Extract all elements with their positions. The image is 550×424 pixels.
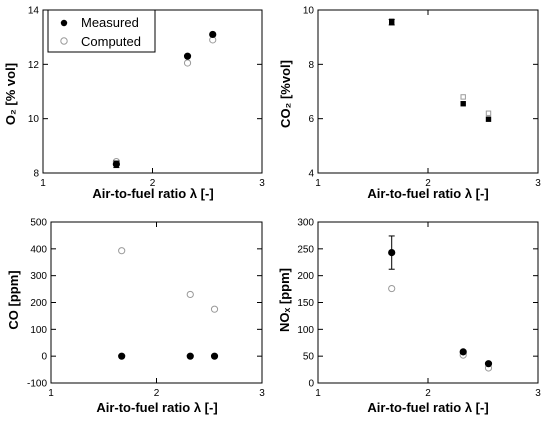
o2-xlabel: Air-to-fuel ratio λ [-] bbox=[92, 186, 213, 201]
co2-measured-point bbox=[460, 101, 466, 107]
nox-ylabel: NOₓ [ppm] bbox=[277, 268, 292, 332]
panel-nox: 1 2 3 0 50 100 150 200 250 300 bbox=[297, 218, 541, 400]
nox-y-tick-label: 100 bbox=[297, 325, 314, 336]
panel-co2: 1 2 3 4 6 8 10 bbox=[303, 6, 541, 190]
co-y-axis-title: CO [ppm] bbox=[6, 270, 21, 329]
co-computed-point bbox=[186, 290, 194, 299]
co-x-tick-label: 2 bbox=[154, 388, 160, 399]
co2-computed-point bbox=[485, 110, 492, 116]
co-y-tick-label: 500 bbox=[30, 218, 47, 229]
nox-plot-frame bbox=[317, 221, 539, 384]
o2-computed-point bbox=[183, 59, 192, 67]
legend-computed-label: Computed bbox=[81, 34, 141, 49]
co-measured-point bbox=[118, 352, 126, 360]
o2-measured-point bbox=[112, 160, 120, 168]
co2-y-tick-label: 6 bbox=[308, 114, 314, 125]
nox-computed-point bbox=[388, 284, 396, 293]
o2-x-tick-label: 2 bbox=[150, 178, 156, 189]
co2-y-tick-label: 8 bbox=[308, 60, 314, 71]
nox-x-tick-label: 1 bbox=[315, 388, 321, 399]
co2-x-tick-label: 1 bbox=[315, 178, 321, 189]
nox-y-axis-title: NOₓ [ppm] bbox=[277, 268, 292, 332]
nox-y-tick-label: 0 bbox=[308, 379, 314, 390]
co-xlabel: Air-to-fuel ratio λ [-] bbox=[96, 400, 217, 415]
nox-x-tick-label: 2 bbox=[425, 388, 431, 399]
co-ylabel: CO [ppm] bbox=[6, 270, 21, 329]
co-y-tick-label: 400 bbox=[30, 244, 47, 255]
o2-x-tick-label: 1 bbox=[40, 178, 46, 189]
nox-y-tick-label: 150 bbox=[297, 298, 314, 309]
legend: Measured Computed bbox=[47, 9, 156, 53]
co-y-tick-label: 200 bbox=[30, 298, 47, 309]
o2-y-tick-label: 10 bbox=[28, 114, 40, 125]
o2-y-tick-label: 12 bbox=[28, 60, 40, 71]
co2-measured-point bbox=[485, 116, 492, 122]
nox-measured-point bbox=[388, 248, 396, 257]
o2-measured-point bbox=[209, 30, 217, 39]
o2-y-tick-label: 8 bbox=[33, 169, 39, 180]
o2-y-axis-title: O₂ [% vol] bbox=[3, 63, 18, 125]
co2-x-tick-label: 2 bbox=[425, 178, 431, 189]
co-y-tick-label: 0 bbox=[41, 352, 47, 363]
co-measured-point bbox=[210, 352, 219, 360]
co2-measured-point bbox=[389, 19, 395, 25]
co2-y-axis-title: CO₂ [%vol] bbox=[278, 60, 293, 128]
nox-x-tick-label: 3 bbox=[535, 388, 541, 399]
panel-co: 1 2 3 -100 0 100 200 300 400 500 bbox=[27, 218, 265, 400]
co2-plot-frame bbox=[317, 9, 539, 174]
co2-computed-point bbox=[460, 94, 466, 100]
legend-computed-marker bbox=[60, 37, 68, 45]
co-x-tick-label: 1 bbox=[48, 388, 54, 399]
co2-y-tick-label: 4 bbox=[308, 169, 314, 180]
legend-measured-marker bbox=[60, 19, 68, 27]
o2-y-tick-label: 14 bbox=[28, 6, 40, 17]
co-x-tick-label: 3 bbox=[259, 388, 265, 399]
co-computed-point bbox=[210, 305, 219, 313]
co2-ylabel: CO₂ [%vol] bbox=[278, 60, 293, 128]
co-computed-point bbox=[118, 247, 126, 255]
nox-measured-point bbox=[459, 348, 467, 356]
nox-xlabel: Air-to-fuel ratio λ [-] bbox=[367, 400, 488, 415]
co-y-tick-label: -100 bbox=[27, 379, 47, 390]
co-plot-frame bbox=[50, 221, 263, 384]
legend-box bbox=[47, 9, 156, 53]
co-y-tick-label: 100 bbox=[30, 325, 47, 336]
legend-measured-label: Measured bbox=[81, 15, 139, 30]
o2-measured-point bbox=[183, 52, 192, 60]
o2-ylabel: O₂ [% vol] bbox=[3, 63, 18, 125]
co-measured-point bbox=[186, 352, 194, 360]
nox-y-tick-label: 50 bbox=[303, 352, 315, 363]
nox-y-tick-label: 200 bbox=[297, 271, 314, 282]
co2-y-tick-label: 10 bbox=[303, 6, 315, 17]
o2-x-tick-label: 3 bbox=[259, 178, 265, 189]
nox-measured-point bbox=[484, 360, 493, 368]
co-y-tick-label: 300 bbox=[30, 271, 47, 282]
nox-y-tick-label: 250 bbox=[297, 244, 314, 255]
nox-y-tick-label: 300 bbox=[297, 218, 314, 229]
co2-x-tick-label: 3 bbox=[535, 178, 541, 189]
co2-xlabel: Air-to-fuel ratio λ [-] bbox=[367, 186, 488, 201]
